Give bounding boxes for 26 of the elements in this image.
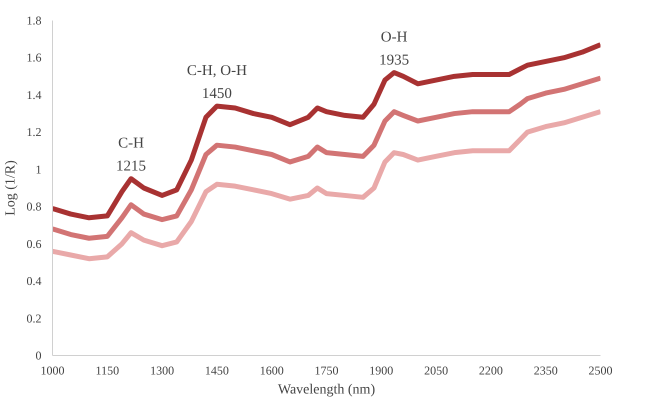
annotation: C-H, O-H 1450 <box>186 63 248 102</box>
annotation: C-H 1215 <box>116 136 146 175</box>
x-tick-label: 2200 <box>478 364 503 378</box>
x-tick-label: 1450 <box>204 364 229 378</box>
x-tick-label: 2350 <box>534 364 558 378</box>
x-tick-label: 2500 <box>588 364 612 378</box>
x-tick-label: 1750 <box>314 364 338 378</box>
y-tick-label: 0.6 <box>26 236 42 251</box>
y-tick-label: 1.6 <box>26 50 42 65</box>
y-axis-title: Log (1/R) <box>4 160 18 216</box>
y-tick-label: 1 <box>36 162 42 176</box>
x-tick-label: 1900 <box>369 364 394 378</box>
y-tick-label: 0.4 <box>26 274 42 288</box>
y-tick-label: 1.2 <box>26 125 42 140</box>
x-tick-label: 1600 <box>260 364 284 378</box>
y-tick-label: 0 <box>36 348 42 362</box>
y-tick-label: 0.8 <box>26 200 42 214</box>
y-tick-label: 1.4 <box>26 88 42 102</box>
y-tick-label: 0.2 <box>26 311 42 326</box>
x-axis-title: Wavelength (nm) <box>278 382 376 398</box>
x-tick-label: 1300 <box>150 364 174 378</box>
x-tick-label: 1000 <box>40 364 64 378</box>
annotation: O-H 1935 <box>379 30 410 69</box>
y-tick-label: 1.8 <box>26 14 42 28</box>
x-tick-label: 1150 <box>96 364 120 378</box>
x-tick-label: 2050 <box>424 364 448 378</box>
